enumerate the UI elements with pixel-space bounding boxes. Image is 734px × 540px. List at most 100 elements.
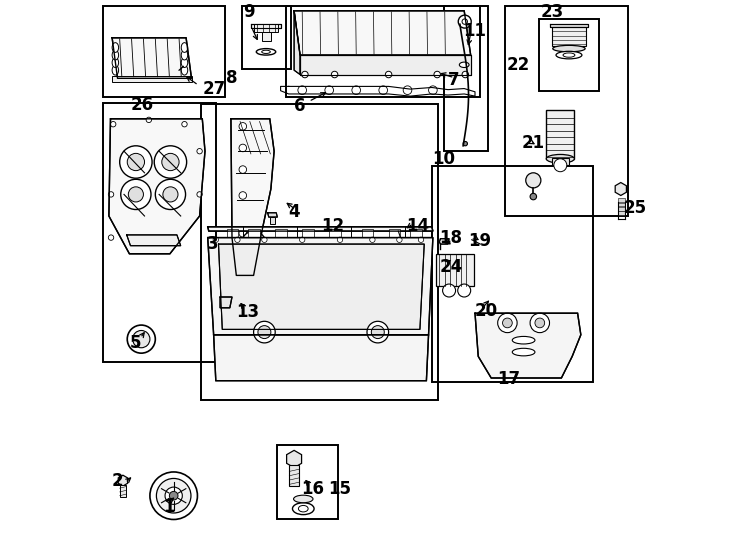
Circle shape — [239, 123, 247, 130]
Polygon shape — [294, 11, 300, 75]
Bar — [617, 207, 625, 211]
Text: 8: 8 — [225, 69, 237, 87]
Ellipse shape — [512, 336, 535, 344]
Circle shape — [254, 321, 275, 343]
Text: 9: 9 — [244, 3, 255, 21]
Circle shape — [161, 153, 179, 171]
Circle shape — [262, 237, 267, 242]
Circle shape — [371, 326, 385, 339]
Circle shape — [418, 237, 424, 242]
Circle shape — [331, 71, 338, 78]
Ellipse shape — [181, 58, 188, 68]
Ellipse shape — [563, 53, 575, 57]
Bar — [388, 229, 401, 238]
Bar — [546, 110, 575, 159]
Circle shape — [403, 86, 412, 94]
Ellipse shape — [262, 50, 270, 53]
Circle shape — [109, 235, 114, 240]
Text: 27: 27 — [203, 79, 226, 98]
Ellipse shape — [112, 65, 119, 75]
Ellipse shape — [256, 49, 276, 55]
Ellipse shape — [112, 58, 119, 68]
Circle shape — [213, 237, 219, 242]
Bar — [277, 445, 338, 519]
Circle shape — [385, 71, 392, 78]
Circle shape — [535, 318, 545, 328]
Polygon shape — [214, 335, 429, 381]
Circle shape — [154, 146, 186, 178]
Circle shape — [197, 148, 203, 154]
Text: 17: 17 — [498, 370, 521, 388]
Text: 19: 19 — [468, 232, 492, 250]
Polygon shape — [220, 297, 232, 308]
Circle shape — [554, 159, 567, 172]
Circle shape — [462, 19, 468, 24]
Text: 24: 24 — [440, 258, 462, 276]
Circle shape — [396, 237, 402, 242]
Circle shape — [247, 237, 260, 249]
Text: 23: 23 — [541, 3, 564, 21]
Circle shape — [235, 237, 240, 242]
Text: 14: 14 — [406, 217, 429, 235]
Circle shape — [120, 146, 152, 178]
Circle shape — [146, 117, 151, 123]
Text: 5: 5 — [129, 334, 141, 353]
Circle shape — [239, 166, 247, 173]
Circle shape — [182, 122, 187, 127]
Circle shape — [443, 284, 456, 297]
Circle shape — [367, 321, 388, 343]
Ellipse shape — [553, 45, 585, 52]
Bar — [275, 229, 287, 238]
Text: 4: 4 — [288, 202, 299, 221]
Circle shape — [111, 122, 116, 127]
Polygon shape — [231, 119, 274, 275]
Polygon shape — [268, 213, 277, 217]
Bar — [436, 254, 474, 286]
Text: 21: 21 — [521, 133, 545, 152]
Circle shape — [239, 230, 247, 237]
Circle shape — [379, 86, 388, 94]
Ellipse shape — [294, 495, 313, 503]
Circle shape — [338, 237, 343, 242]
Text: 1: 1 — [163, 497, 175, 516]
Text: 25: 25 — [624, 199, 647, 218]
Polygon shape — [118, 475, 128, 486]
Circle shape — [530, 193, 537, 200]
Bar — [286, 6, 480, 97]
Bar — [505, 6, 628, 216]
Text: 2: 2 — [112, 471, 124, 490]
Circle shape — [241, 231, 266, 255]
Bar — [617, 202, 625, 206]
Circle shape — [165, 487, 182, 504]
Circle shape — [127, 325, 156, 353]
Circle shape — [239, 192, 247, 199]
Bar — [200, 104, 438, 400]
Bar — [552, 158, 569, 165]
Polygon shape — [300, 55, 470, 75]
Bar — [410, 229, 422, 238]
Bar — [103, 6, 225, 97]
Circle shape — [526, 173, 541, 188]
Circle shape — [197, 192, 203, 197]
Bar — [270, 217, 275, 224]
Polygon shape — [208, 238, 433, 335]
Circle shape — [498, 313, 517, 333]
Bar — [254, 24, 278, 32]
Circle shape — [121, 179, 151, 210]
Circle shape — [109, 192, 114, 197]
Bar — [262, 32, 271, 40]
Ellipse shape — [181, 43, 188, 52]
Text: 16: 16 — [301, 480, 324, 498]
Bar — [248, 229, 260, 238]
Bar — [443, 6, 488, 151]
Ellipse shape — [181, 50, 188, 60]
Bar — [617, 211, 625, 215]
Ellipse shape — [459, 62, 469, 68]
Ellipse shape — [546, 154, 575, 163]
Circle shape — [302, 71, 308, 78]
Bar — [120, 485, 126, 497]
Circle shape — [133, 330, 150, 348]
Polygon shape — [208, 227, 433, 231]
Bar — [432, 166, 593, 382]
Bar — [552, 27, 586, 46]
